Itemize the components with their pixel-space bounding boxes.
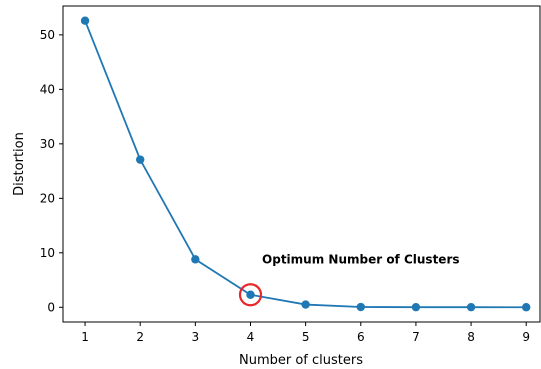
distortion-points	[80, 16, 531, 312]
y-tick-label: 20	[40, 191, 55, 205]
x-tick-label: 4	[247, 330, 255, 344]
y-tick-label: 40	[40, 82, 55, 96]
y-tick-label: 50	[40, 28, 55, 42]
x-tick-label: 1	[81, 330, 89, 344]
data-point	[191, 255, 200, 264]
data-point	[80, 16, 90, 25]
x-tick-label: 2	[136, 330, 144, 344]
data-point	[246, 290, 255, 299]
data-point	[301, 300, 310, 309]
y-axis-label: Distortion	[12, 132, 27, 196]
y-tick-label: 30	[40, 137, 55, 151]
x-tick-label: 7	[412, 330, 420, 344]
x-tick-label: 6	[357, 330, 365, 344]
x-axis-label: Number of clusters	[239, 353, 363, 368]
y-tick-label: 0	[47, 300, 55, 314]
x-tick-label: 5	[302, 330, 310, 344]
optimum-annotation: Optimum Number of Clusters	[262, 252, 459, 266]
y-axis-ticks: 0 10 20 30 40 50	[40, 28, 63, 314]
data-point	[466, 302, 476, 312]
x-axis-ticks: 1 2 3 4 5 6 7 8 9	[81, 322, 530, 344]
data-point	[136, 155, 145, 164]
optimum-highlight-circle	[238, 283, 263, 307]
plot-frame	[62, 5, 541, 323]
data-point	[356, 302, 365, 312]
x-tick-label: 3	[192, 330, 200, 344]
data-point	[411, 302, 421, 312]
x-tick-label: 9	[522, 330, 530, 344]
y-tick-label: 10	[40, 246, 55, 260]
data-point	[522, 303, 531, 312]
x-tick-label: 8	[467, 330, 475, 344]
